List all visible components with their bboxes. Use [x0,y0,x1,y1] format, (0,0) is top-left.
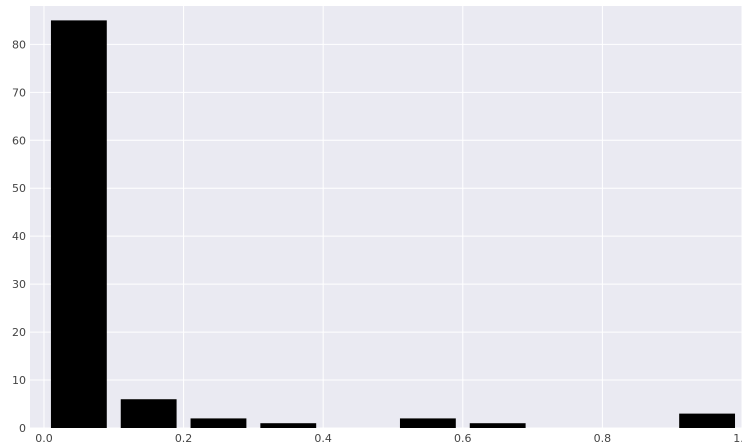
x-tick-label: 0.6 [454,432,472,445]
bars [50,20,736,429]
y-tick-labels: 0 10 20 30 40 50 60 70 80 [12,38,26,435]
histogram-bar [50,20,107,429]
x-tick-label: 0.2 [175,432,193,445]
y-tick-label: 20 [12,326,26,339]
y-tick-label: 30 [12,278,26,291]
x-tick-label: 0.4 [314,432,332,445]
x-tick-label: 0.8 [594,432,612,445]
y-tick-label: 0 [19,422,26,435]
histogram-bar [120,399,177,428]
y-tick-label: 10 [12,374,26,387]
plot-background [30,6,742,428]
x-tick-label: 1.0 [733,432,742,445]
histogram-bar [469,423,526,428]
y-tick-label: 80 [12,38,26,51]
y-tick-label: 60 [12,134,26,147]
histogram-bar [190,418,247,428]
y-tick-label: 70 [12,86,26,99]
histogram-bar [679,413,736,428]
y-tick-label: 40 [12,230,26,243]
histogram-bar [399,418,456,428]
histogram-bar [260,423,317,428]
x-tick-label: 0.0 [35,432,53,445]
x-tick-labels: 0.0 0.2 0.4 0.6 0.8 1.0 [35,432,742,445]
y-tick-label: 50 [12,182,26,195]
